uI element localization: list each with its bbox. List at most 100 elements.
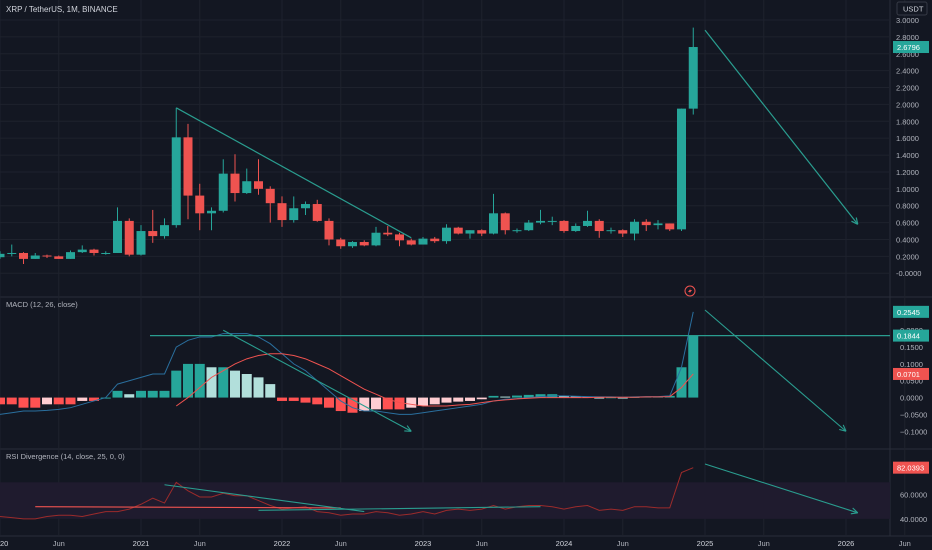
- price-tick-label: 2.8000: [896, 33, 919, 42]
- rsi-value-badge: [893, 461, 929, 474]
- last-price-badge: [893, 41, 929, 54]
- macd-histogram-bar: [171, 370, 182, 398]
- macd-histogram-bar: [335, 397, 346, 412]
- arrow-head: [852, 507, 859, 514]
- candle: [301, 204, 310, 209]
- rsi-panel: 60.0000 40.0000 RSI Divergence (14, close,…: [0, 452, 929, 524]
- time-tick-label: 2024: [556, 539, 573, 548]
- macd-tick-label: 0.1500: [900, 343, 923, 352]
- macd-histogram-bar: [465, 397, 475, 401]
- macd-histogram-bar: [288, 397, 299, 401]
- macd-histogram-bar: [18, 397, 29, 408]
- macd-value-badge: [893, 305, 929, 318]
- currency-badge[interactable]: [896, 1, 928, 16]
- price-tick-label: 2.0000: [896, 100, 919, 109]
- candle: [618, 230, 628, 234]
- macd-histogram-bar: [559, 395, 569, 398]
- lightning-icon[interactable]: [684, 285, 696, 297]
- rsi-tick-label: 60.0000: [900, 491, 927, 500]
- macd-histogram-bar: [441, 397, 452, 403]
- price-tick-label: 1.8000: [896, 117, 919, 126]
- rsi-tick-label: 40.0000: [900, 515, 927, 524]
- rsi-band: [0, 482, 890, 519]
- candle: [442, 227, 451, 242]
- price-tick-label: 2.6000: [896, 50, 919, 59]
- macd-histogram-bar: [535, 394, 546, 398]
- macd-histogram-bar: [30, 397, 41, 408]
- macd-histogram-bar: [77, 397, 88, 401]
- macd-histogram-bar: [253, 377, 264, 398]
- candle: [113, 220, 122, 253]
- price-tick-label: 0.4000: [896, 235, 919, 244]
- macd-histogram-bar: [500, 396, 511, 398]
- candle: [30, 255, 40, 259]
- candle: [653, 223, 663, 226]
- macd-histogram-bar: [159, 390, 170, 398]
- candle: [136, 231, 146, 255]
- time-tick-label: Jun: [194, 539, 206, 548]
- candle: [124, 220, 134, 255]
- macd-histogram-bar: [0, 397, 5, 405]
- trendline[interactable]: [222, 329, 412, 432]
- candle: [418, 238, 428, 245]
- candle: [536, 220, 545, 223]
- price-tick-label: 0.8000: [896, 202, 919, 211]
- currency-label: USDT: [903, 5, 924, 14]
- candle: [465, 230, 475, 234]
- time-tick-label: 2026: [838, 539, 855, 548]
- candle: [254, 181, 263, 189]
- macd-histogram-bar: [136, 390, 146, 398]
- candle: [195, 195, 205, 214]
- trendline[interactable]: [35, 506, 341, 509]
- candle: [371, 232, 381, 246]
- candle: [218, 173, 228, 211]
- price-panel: 3.0000 2.8000 2.6000 2.4000 2.2000 2.0000 1.80…: [0, 1, 929, 297]
- macd-value-badge: [893, 367, 929, 380]
- candle: [19, 252, 28, 259]
- projection-arrow[interactable]: [704, 29, 859, 225]
- macd-value-label: 0.2545: [897, 308, 920, 317]
- macd-histogram-bar: [429, 397, 440, 405]
- trendline[interactable]: [258, 506, 541, 511]
- macd-histogram-bar: [418, 397, 428, 406]
- macd-histogram-bar: [582, 396, 593, 398]
- trendline[interactable]: [175, 107, 412, 239]
- projection-arrow[interactable]: [704, 463, 858, 514]
- arrow-head: [855, 217, 859, 225]
- macd-histogram-bar: [112, 390, 123, 398]
- candle: [312, 204, 322, 221]
- price-tick-label: 1.0000: [896, 185, 919, 194]
- candle: [171, 137, 181, 226]
- macd-title: MACD (12, 26, close): [6, 300, 78, 309]
- arrow-head: [851, 220, 859, 225]
- macd-histogram-bar: [147, 390, 158, 398]
- macd-histogram-bar: [183, 363, 193, 398]
- macd-histogram-bar: [230, 370, 240, 398]
- candle: [383, 232, 393, 235]
- price-tick-label: 0.6000: [896, 219, 919, 228]
- signal-line: [175, 353, 694, 407]
- time-tick-label: Jun: [617, 539, 629, 548]
- projection-arrow[interactable]: [704, 309, 847, 432]
- candle: [524, 222, 534, 231]
- candle: [336, 239, 346, 247]
- macd-histogram-bar: [382, 397, 393, 410]
- macd-histogram-bar: [523, 394, 534, 398]
- macd-histogram-bar: [371, 397, 381, 410]
- trendline[interactable]: [164, 484, 365, 513]
- candle: [606, 230, 616, 232]
- candle: [183, 137, 193, 196]
- macd-histogram-bar: [6, 397, 17, 405]
- candle: [7, 252, 17, 254]
- time-tick-label: Jun: [476, 539, 488, 548]
- macd-tick-label: −0.1000: [900, 427, 927, 436]
- candle: [641, 221, 651, 226]
- candle: [324, 220, 334, 240]
- macd-histogram-bar: [594, 397, 605, 399]
- candle: [265, 188, 275, 204]
- macd-histogram-bar: [241, 374, 252, 398]
- macd-histogram-bar: [359, 397, 370, 412]
- rsi-title: RSI Divergence (14, close, 25, 0, 0): [6, 452, 125, 461]
- time-tick-label: Jun: [899, 539, 911, 548]
